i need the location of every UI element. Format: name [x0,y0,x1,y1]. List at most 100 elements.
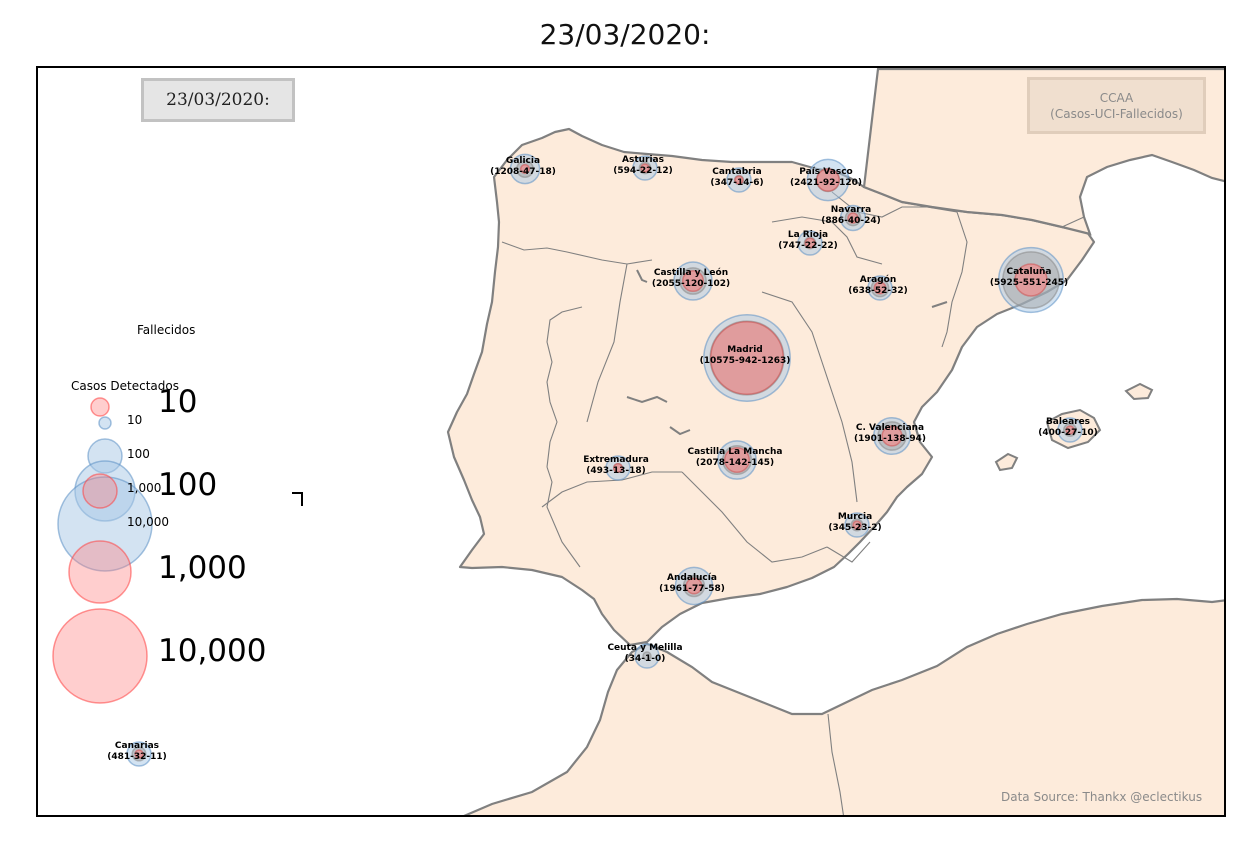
region-name: Murcia [837,512,873,522]
region-label: Castilla y León (2055-120-102) [652,268,730,290]
region-label: Asturias (594-22-12) [613,155,673,177]
map-frame [36,66,1226,817]
deaths-bubble [685,577,703,595]
legend-deaths-circle [68,540,132,604]
map-title: 23/03/2020: [539,18,711,51]
region-bubble-group [844,512,870,538]
deaths-bubble [847,212,859,224]
deaths-bubble [612,462,624,474]
region-bubble-group [509,153,541,185]
region-label: La Rioja (747-22-22) [778,230,838,252]
deaths-bubble [519,163,531,175]
region-bubble-group [632,155,658,181]
legend-casos-label-10000: 10,000 [127,515,169,529]
region-stats: (400-27-10) [1038,428,1098,438]
region-bubble-group [726,167,752,193]
deaths-bubble [804,237,816,249]
legend-fallecidos-title: Fallecidos [137,323,196,337]
region-name: Navarra [830,205,872,215]
region-label: Baleares (400-27-10) [1038,417,1098,439]
deaths-bubble [640,163,650,173]
region-stats: (886-40-24) [821,216,881,226]
region-label: Ceuta y Melilla (34-1-0) [607,643,682,665]
deaths-bubble [816,168,840,192]
region-name: Andalucía [667,573,717,583]
map-canvas [52,68,1224,815]
deaths-bubble [681,269,705,293]
region-stats: (1961-77-58) [659,584,725,594]
region-bubble-group [717,440,757,480]
deaths-bubble [1014,263,1048,297]
region-label: Castilla La Mancha (2078-142-145) [688,447,783,469]
deaths-bubble [1065,425,1075,435]
region-bubble-group [634,643,660,669]
ccaa-subtitle: (Casos-UCI-Fallecidos) [1050,106,1183,121]
deaths-bubble [734,175,744,185]
region-name: Baleares [1045,417,1091,427]
region-name: Extremadura [583,455,649,465]
reservoir-shape [626,395,668,404]
region-bubble-group [673,261,713,301]
legend-fallecidos-label-100: 100 [158,467,218,503]
region-bubble-group [997,246,1065,314]
region-stats: (2078-142-145) [695,458,775,468]
legend-deaths-circle [52,608,148,704]
region-label: Canarias (481-32-11) [107,741,167,763]
legend-deaths-circle [82,473,118,509]
reservoir-shape [636,269,648,283]
region-stats: (481-32-11) [107,752,167,762]
region-name: C. Valenciana [855,423,925,433]
date-label-box: 23/03/2020: [141,78,295,122]
region-bubbles [126,153,1083,767]
legend-cases-circle [98,416,112,430]
region-bubble-group [839,204,867,232]
region-label: Murcia (345-23-2) [828,512,881,534]
region-label: Extremadura (493-13-18) [583,455,649,477]
legend-deaths-circle [90,397,110,417]
region-name: País Vasco [799,167,853,177]
internal-borders [501,191,1085,815]
reservoir-shape [669,426,691,436]
region-label: Cantabria (347-14-6) [710,167,763,189]
region-label: Andalucía (1961-77-58) [659,573,725,595]
region-stats: (1208-47-18) [490,167,556,177]
region-bubble-group [126,741,152,767]
legend-casos-title: Casos Detectados [71,379,179,393]
ccaa-title: CCAA [1099,90,1134,105]
region-label: Madrid (10575-942-1263) [700,345,791,367]
region-label: Galicia (1208-47-18) [490,156,556,178]
region-name: Castilla y León [653,268,729,278]
region-label: Cataluña (5925-551-245) [990,267,1068,289]
deaths-bubble [710,321,784,395]
legend-fallecidos-label-10000: 10,000 [158,633,267,669]
region-bubble-group [806,158,850,202]
region-name: Canarias [114,741,160,751]
reservoir-shape [931,301,948,308]
region-stats: (5925-551-245) [989,278,1069,288]
region-stats: (638-52-32) [848,286,908,296]
cases-bubble [634,643,660,669]
deaths-bubble [852,520,862,530]
deaths-bubble [873,281,887,295]
legend-casos-label-10: 10 [127,413,143,427]
menorca-island [1124,382,1154,401]
region-label: País Vasco (2421-92-120) [790,167,862,189]
region-bubble-group [797,230,823,256]
legend-casos-label-1000: 1,000 [127,481,162,495]
region-bubble-group [867,275,893,301]
region-stats: (2055-120-102) [651,279,731,289]
ccaa-legend-box: CCAA (Casos-UCI-Fallecidos) [1027,77,1206,134]
region-label: C. Valenciana (1901-138-94) [854,423,926,445]
region-stats: (1901-138-94) [853,434,927,444]
region-bubble-group [605,455,631,481]
deaths-bubble [723,446,751,474]
north-africa-land [463,597,1224,815]
region-bubble-group [674,566,714,606]
region-stats: (493-13-18) [586,466,646,476]
region-name: Madrid [727,345,763,355]
region-stats: (34-1-0) [624,654,666,664]
region-name: Galicia [505,156,541,166]
region-name: La Rioja [787,230,829,240]
legend-circles [52,397,153,704]
region-label: Aragón (638-52-32) [848,275,908,297]
